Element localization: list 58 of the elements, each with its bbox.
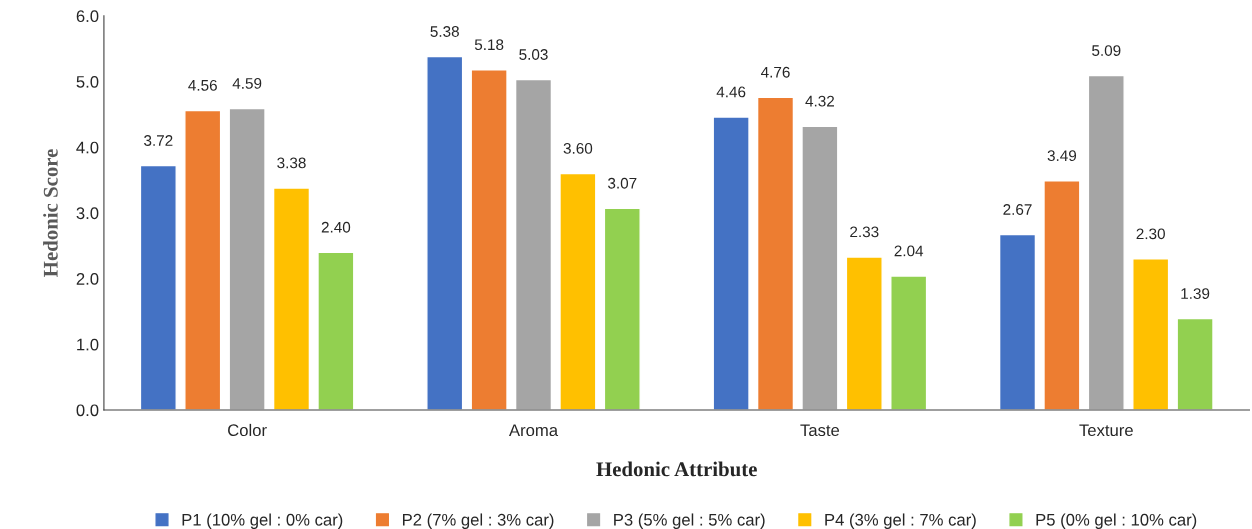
bar [228,107,266,410]
data-label: 3.49 [1047,150,1077,162]
bar [890,275,928,410]
bar [184,109,222,410]
x-tick-label: Taste [800,424,840,437]
bar [998,233,1037,410]
bar [712,116,750,410]
data-label: 5.09 [1092,45,1121,56]
bar [845,256,883,410]
legend-label: P1 (10% gel : 0% car) [182,513,343,529]
bar [1043,180,1081,410]
legend-label: P5 (0% gel : 10% car) [1036,513,1197,529]
y-tick-label: 2.0 [76,273,99,285]
x-tick-label: Color [228,423,267,437]
bar [603,207,641,410]
bar [426,55,464,410]
bar [514,78,553,410]
x-tick-label: Texture [1079,424,1133,437]
data-label: 4.56 [188,79,217,91]
bar [272,187,311,410]
data-label: 2.30 [1136,228,1165,240]
data-label: 5.18 [474,39,504,51]
y-tick-label: 0.0 [76,404,99,417]
bar [756,96,795,410]
data-label: 4.46 [716,86,746,98]
data-label: 5.03 [519,49,548,60]
y-tick-label: 3.0 [76,207,99,220]
data-label: 3.07 [608,177,637,189]
data-label: 4.76 [761,66,790,78]
data-label: 2.33 [850,226,879,238]
y-tick-label: 5.0 [76,75,99,88]
y-tick-label: 4.0 [76,141,99,154]
data-label: 2.04 [894,245,924,257]
data-label: 3.60 [563,143,593,154]
data-label: 1.39 [1181,288,1210,299]
data-label: 4.59 [232,77,262,89]
y-tick-label: 1.0 [77,338,99,351]
x-axis-title: Hedonic Attribute [596,461,757,477]
data-label: 2.40 [321,221,351,233]
bar [1132,258,1170,410]
data-label: 3.38 [277,157,306,169]
bar [1087,74,1125,410]
data-label: 3.72 [144,135,173,146]
bar [317,251,355,410]
data-label: 2.67 [1003,204,1032,215]
legend-label: P3 (5% gel : 5% car) [614,513,765,529]
bar [470,69,508,410]
x-tick-label: Aroma [509,424,559,437]
bar [139,164,177,410]
legend-label: P2 (7% gel : 3% car) [402,513,554,529]
y-axis-title: Hedonic Score [43,149,58,277]
y-tick-label: 6.0 [76,10,99,23]
legend-label: P4 (3% gel : 7% car) [825,513,976,529]
bar [801,125,839,410]
bar [559,172,597,410]
bar [1176,317,1214,410]
data-label: 5.38 [430,26,459,37]
data-label: 4.32 [805,95,835,107]
